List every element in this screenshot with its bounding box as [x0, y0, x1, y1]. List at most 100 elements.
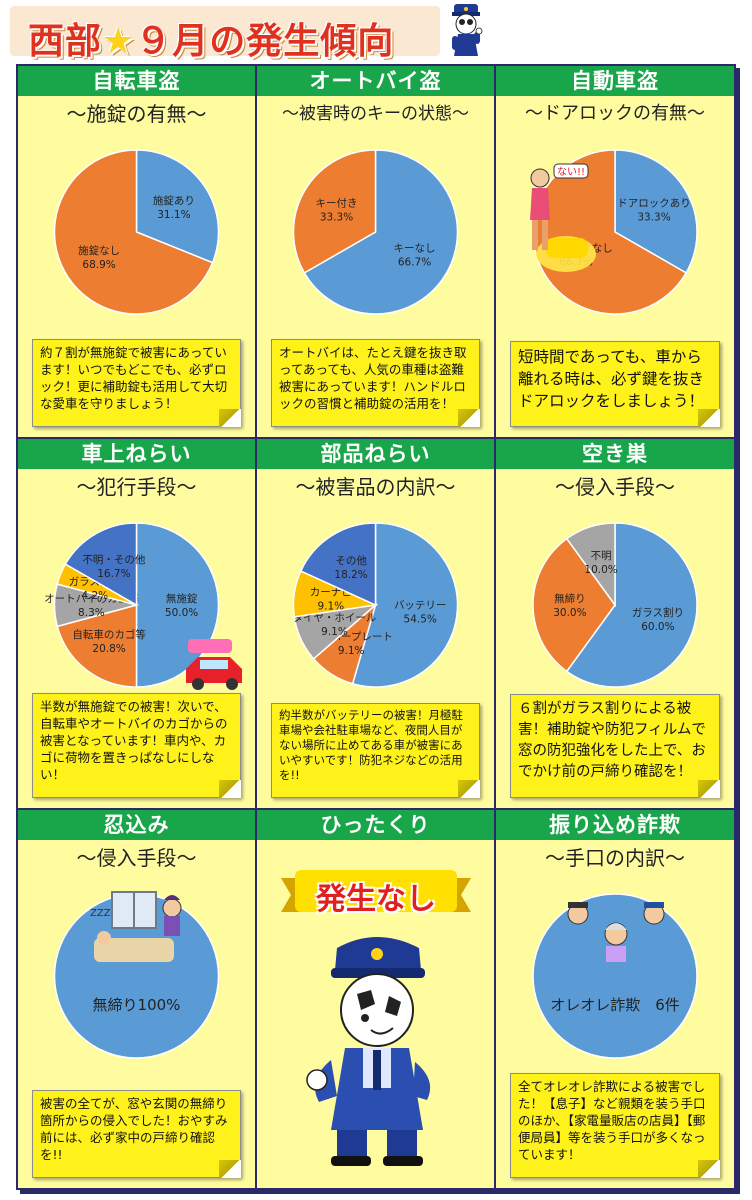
police-mascot-icon: [452, 4, 483, 56]
illustration-caption: ZZZ: [90, 908, 111, 919]
pie-slice: [56, 604, 138, 688]
slice-label: 自転車のカゴ等: [72, 628, 146, 641]
advice-note: 約７割が無施錠で被害にあっています！いつでもどこでも、必ずロック！更に補助錠も活…: [32, 339, 241, 427]
sleeping-resident-illustration-icon: ZZZ: [90, 891, 182, 962]
advice-note: ６割がガラス割りによる被害！補助錠や防犯フィルムで窓の防犯強化をした上で、おでか…: [510, 694, 720, 798]
panel-header: オートバイ盗: [257, 66, 494, 96]
panel-subtitle: ～侵入手段～: [555, 475, 675, 499]
panel-header: 自動車盗: [496, 66, 734, 96]
pie-slice: [565, 522, 698, 688]
night-burglary-panel: 忍込み ～侵入手段～ 無締り100% ZZZ 被害の全てが、窓や玄関の無締り箇所…: [18, 810, 255, 1188]
pie-slice: [532, 149, 688, 315]
slice-value: 4.2%: [81, 590, 108, 602]
motorbike-theft-panel: オートバイ盗 ～被害時のキーの状態～ キーなし 66.7% キー付き 33.3% オー…: [257, 66, 494, 437]
panel-subtitle: ～被害時のキーの状態～: [282, 104, 469, 124]
car-illustration-icon: [186, 639, 242, 690]
slice-label: その他: [335, 554, 367, 567]
advice-note: 被害の全てが、窓や玄関の無締り箇所からの侵入でした！おやすみ前には、必ず家中の戸…: [32, 1090, 241, 1178]
pie-chart: 無施錠50.0%自転車のカゴ等20.8%オートバイのカゴ等8.3%ガラス割り4.…: [44, 522, 220, 688]
pie-chart: ガラス割り 60.0% 無締り 30.0% 不明 10.0%: [532, 522, 698, 688]
slice-label: 無締り100%: [93, 996, 181, 1014]
police-mascot-icon: [306, 937, 431, 1166]
panel-subtitle: ～犯行手段～: [76, 475, 197, 499]
slice-label: 施錠あり: [153, 194, 195, 207]
car-owner-illustration-icon: ない!!: [530, 163, 596, 272]
slice-label: 不明・その他: [82, 553, 145, 566]
pie-slice: [614, 149, 698, 274]
slice-label: 不明: [591, 550, 612, 562]
pie-chart: キーなし 66.7% キー付き 33.3%: [292, 149, 459, 315]
advice-note: 約半数がバッテリーの被害！月極駐車場や会社駐車場など、夜間人目がない場所に止めて…: [271, 703, 480, 798]
advice-note: オートバイは、たとえ鍵を抜き取ってあっても、人気の車種は盗難被害にあっています！…: [271, 339, 480, 427]
crime-trend-grid: 自転車盗 ～施錠の有無～ 施錠あり 31.1% 施錠なし 68.9% 約７割が無施錠で…: [16, 64, 736, 1190]
pie-slice: [565, 522, 616, 608]
slice-label: ドアロックあり: [617, 197, 691, 209]
slice-value: 16.7%: [97, 568, 130, 580]
panel-header: ひったくり: [257, 810, 494, 840]
title-banner: 西部★９月の発生傾向: [10, 6, 440, 62]
panel-header: 自転車盗: [18, 66, 255, 96]
slice-value: 20.8%: [92, 643, 125, 655]
slice-value: 68.9%: [82, 259, 115, 271]
bicycle-theft-panel: 自転車盗 ～施錠の有無～ 施錠あり 31.1% 施錠なし 68.9% 約７割が無施錠で…: [18, 66, 255, 437]
advice-note: 全てオレオレ詐欺による被害でした！【息子】など親類を装う手口のほか、【家電量販店…: [510, 1073, 720, 1178]
parts-theft-panel: 部品ねらい ～被害品の内訳～ バッテリー 54.5% ナンバープレート 9.1% タイヤ…: [257, 439, 494, 808]
panel-subtitle: ～ドアロックの有無～: [525, 103, 705, 124]
slice-label: タイヤ・ホイール: [293, 612, 377, 624]
panel-subtitle: ～被害品の内訳～: [295, 475, 456, 499]
pie-slice: [53, 149, 214, 315]
advice-note: 短時間であっても、車から離れる時は、必ず鍵を抜きドアロックをしましょう！: [510, 341, 720, 427]
slice-value: 60.0%: [641, 621, 674, 633]
panel-header: 空き巣: [496, 439, 734, 469]
panel-subtitle: ～施錠の有無～: [66, 102, 207, 126]
pie-slice: [292, 149, 377, 274]
slice-value: 66.7%: [398, 257, 431, 269]
slice-label: 無締り: [554, 592, 586, 605]
slice-value: 9.1%: [317, 601, 344, 613]
pie-slice: [64, 522, 138, 607]
slice-value: 54.5%: [404, 613, 437, 625]
car-theft-panel: 自動車盗 ～ドアロックの有無～ ドアロックあり33.3%ドアロックなし66.7%…: [496, 66, 734, 437]
ribbon-icon: [281, 870, 471, 912]
pie-slice: [532, 893, 698, 1059]
burglary-panel: 空き巣 ～侵入手段～ ガラス割り 60.0% 無締り 30.0% 不明 10.0% ６割が…: [496, 439, 734, 808]
slice-value: 18.2%: [334, 569, 367, 581]
pie-chart: オレオレ詐欺 6件: [532, 893, 698, 1059]
car-break-in-panel: 車上ねらい ～犯行手段～ 無施錠 50.0% 自転車のカゴ等 20.8% オートバイのカ…: [18, 439, 255, 808]
panel-header: 忍込み: [18, 810, 255, 840]
fraudster-faces-illustration-icon: [567, 902, 665, 962]
slice-value: 33.3%: [637, 211, 670, 223]
illustration-caption: ない!!: [557, 166, 585, 178]
star-icon: ★: [102, 21, 136, 62]
pie-slice: [299, 522, 377, 607]
slice-value: 10.0%: [584, 564, 617, 576]
slice-label: 施錠なし: [78, 244, 120, 257]
pie-chart: 施錠あり 31.1% 施錠なし 68.9%: [53, 149, 220, 315]
pie-slice: [532, 537, 616, 673]
snatch-theft-panel: ひったくり 発生なし: [257, 810, 494, 1188]
slice-label: キーなし: [394, 243, 436, 255]
pie-slice: [135, 149, 220, 264]
pie-slice: [303, 149, 459, 315]
slice-label: ガラス割り: [632, 606, 684, 619]
slice-label: 無施錠: [166, 592, 198, 605]
panel-header: 振り込め詐欺: [496, 810, 734, 840]
slice-value: 33.3%: [320, 211, 353, 223]
slice-label: オレオレ詐欺 6件: [550, 996, 680, 1014]
no-incidents-badge: 発生なし: [316, 882, 436, 917]
panel-header: 車上ねらい: [18, 439, 255, 469]
slice-label: キー付き: [316, 196, 358, 209]
panel-header: 部品ねらい: [257, 439, 494, 469]
slice-value: 30.0%: [553, 607, 586, 619]
slice-value: 9.1%: [321, 626, 348, 638]
page-title: 西部★９月の発生傾向: [28, 21, 395, 62]
slice-value: 50.0%: [165, 607, 198, 619]
slice-label: バッテリー: [394, 599, 447, 611]
pie-slice: [351, 522, 459, 688]
panel-subtitle: ～侵入手段～: [76, 846, 197, 870]
phone-fraud-panel: 振り込め詐欺 ～手口の内訳～ オレオレ詐欺 6件 全てオレオレ詐欺による被害でし…: [496, 810, 734, 1188]
pie-chart: バッテリー54.5%ナンバープレート9.1%タイヤ・ホイール9.1%カーナビ9.…: [293, 522, 459, 688]
slice-value: 8.3%: [78, 607, 105, 619]
panel-subtitle: ～手口の内訳～: [545, 846, 685, 870]
